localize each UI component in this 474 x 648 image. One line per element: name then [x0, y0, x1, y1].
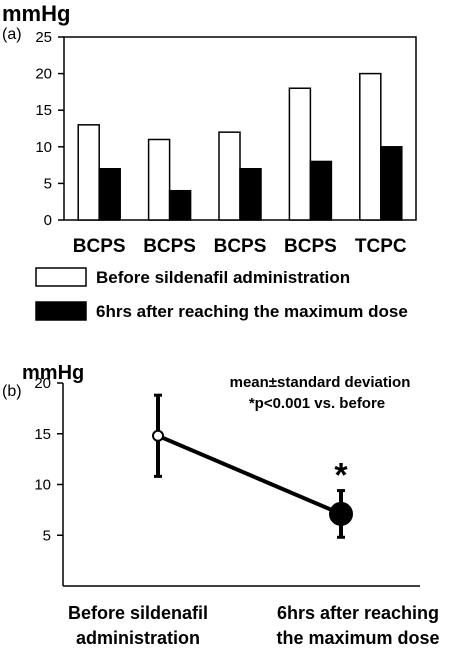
- annotation-p-value: *p<0.001 vs. before: [249, 395, 385, 412]
- category-label: the maximum dose: [276, 628, 439, 648]
- panel-a-bars: [77, 72, 403, 221]
- bar-after: [309, 160, 333, 221]
- panel-b-category-labels: Before sildenafil administration 6hrs afte…: [68, 603, 440, 648]
- category-label: BCPS: [284, 236, 337, 257]
- y-tick-label: 10: [35, 139, 52, 156]
- panel-a-label: (a): [2, 26, 22, 43]
- series-line: [157, 433, 342, 516]
- y-tick-label: 10: [34, 477, 51, 494]
- category-label: TCPC: [355, 236, 407, 257]
- bar-before: [77, 124, 100, 221]
- bar-before: [218, 131, 241, 221]
- bar-after: [168, 189, 192, 221]
- panel-b-y-axis: 5 10 15 20: [34, 375, 63, 544]
- panel-b-plot: *: [152, 393, 353, 539]
- panel-b-axes: [62, 383, 420, 587]
- panel-a-y-unit-label: mmHg: [2, 1, 70, 26]
- panel-a-bar-chart: mmHg (a) 0 5 10 15 20 25 BCPS BCPS BCPS BCPS TCPC…: [2, 1, 417, 321]
- data-point-before: [152, 429, 164, 442]
- annotation-mean-sd: mean±standard deviation: [230, 374, 411, 391]
- category-label: 6hrs after reaching: [277, 603, 439, 623]
- panel-b-line-chart: mmHg (b) 5 10 15 20 * mean±standard deviati…: [2, 362, 440, 648]
- y-tick-label: 25: [35, 29, 52, 46]
- significance-star: *: [334, 457, 348, 495]
- y-tick-label: 0: [44, 212, 52, 229]
- legend-swatch-before: [35, 267, 87, 287]
- bar-after: [98, 168, 121, 221]
- y-tick-label: 5: [43, 527, 51, 544]
- bar-before: [288, 87, 312, 221]
- bar-after: [239, 168, 262, 221]
- legend-label-after: 6hrs after reaching the maximum dose: [96, 302, 408, 321]
- panel-b-label: (b): [2, 383, 22, 400]
- bar-before: [359, 72, 382, 221]
- legend-label-before: Before sildenafil administration: [96, 268, 350, 287]
- y-tick-label: 5: [44, 175, 52, 192]
- panel-b-y-unit-label: mmHg: [22, 362, 84, 384]
- bar-before: [147, 138, 171, 221]
- category-label: Before sildenafil: [68, 603, 208, 623]
- category-label: administration: [76, 628, 200, 648]
- y-tick-label: 15: [34, 426, 51, 443]
- y-tick-label: 20: [35, 66, 52, 83]
- y-tick-label: 15: [35, 102, 52, 119]
- y-tick-label: 20: [34, 375, 51, 392]
- data-point-after: [329, 501, 353, 526]
- panel-a-y-axis: 0 5 10 15 20 25: [35, 29, 64, 229]
- legend-swatch-after: [35, 301, 87, 321]
- category-label: BCPS: [73, 236, 126, 257]
- category-label: BCPS: [214, 236, 267, 257]
- bar-after: [380, 146, 403, 221]
- panel-a-category-labels: BCPS BCPS BCPS BCPS TCPC: [73, 236, 407, 257]
- legend: Before sildenafil administration 6hrs af…: [35, 267, 408, 321]
- category-label: BCPS: [143, 236, 196, 257]
